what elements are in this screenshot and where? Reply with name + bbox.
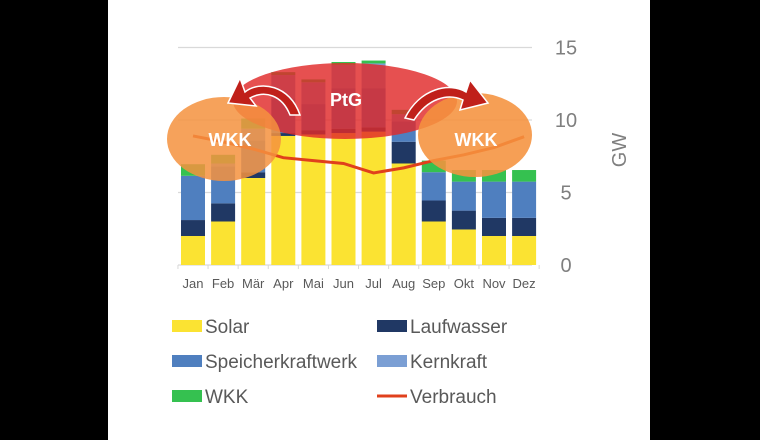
bar-speicherkraftwerk-Dez (512, 181, 537, 218)
wkk-ellipse-left (167, 97, 281, 181)
bar-speicherkraftwerk-Okt (451, 181, 476, 211)
x-tick-label: Feb (212, 276, 234, 291)
y-tick-label: 10 (555, 110, 577, 132)
y-tick-label: 0 (560, 255, 571, 277)
x-tick-label: Mär (242, 276, 265, 291)
bar-solar-Jun (331, 133, 356, 265)
x-tick-label: Jan (183, 276, 204, 291)
legend-label: Laufwasser (410, 317, 508, 338)
bar-speicherkraftwerk-Sep (421, 172, 446, 201)
bar-solar-Nov (482, 236, 506, 265)
x-tick-label: Apr (273, 276, 294, 291)
bar-laufwasser-Sep (421, 200, 446, 222)
legend-label: Solar (205, 317, 250, 338)
legend-label: Verbrauch (410, 387, 497, 408)
annotation-label: PtG (330, 90, 362, 110)
bar-speicherkraftwerk-Nov (482, 181, 506, 218)
legend-swatch (172, 320, 202, 332)
x-tick-label: Okt (454, 276, 475, 291)
bar-wkk-Dez (512, 170, 537, 182)
legend-label: Kernkraft (410, 352, 488, 373)
bar-laufwasser-Dez (512, 217, 537, 236)
y-tick-label: 5 (560, 183, 571, 205)
bar-speicherkraftwerk-Jan (181, 175, 205, 221)
annotation-label: WKK (209, 130, 252, 150)
legend-label: WKK (205, 387, 249, 408)
bar-solar-Mai (301, 134, 326, 265)
bar-solar-Sep (421, 221, 446, 265)
bar-laufwasser-Mär (241, 172, 266, 178)
legend-label: Speicherkraftwerk (205, 352, 358, 373)
bar-wkk-Nov (482, 170, 506, 182)
bar-wkk-Sep (421, 160, 446, 173)
legend-swatch (172, 390, 202, 402)
bar-solar-Mär (241, 178, 266, 265)
bar-solar-Aug (391, 163, 416, 265)
arrow-right-icon (403, 78, 490, 121)
arrow-left-icon (226, 76, 302, 116)
x-tick-label: Sep (422, 276, 445, 291)
x-tick-label: Mai (303, 276, 324, 291)
bar-solar-Feb (211, 221, 236, 265)
bar-laufwasser-Feb (211, 203, 236, 222)
bar-laufwasser-Aug (391, 141, 416, 164)
wkk-ellipse-right (418, 93, 532, 177)
bar-solar-Jan (181, 236, 205, 265)
bar-laufwasser-Apr (271, 133, 296, 136)
bar-solar-Okt (451, 229, 476, 265)
y-tick-label: 15 (555, 38, 577, 60)
annotation-label: WKK (455, 130, 498, 150)
x-tick-label: Nov (482, 276, 506, 291)
x-tick-label: Jun (333, 276, 354, 291)
ptg-ellipse (233, 63, 457, 139)
bar-solar-Dez (512, 236, 537, 265)
bar-laufwasser-Nov (482, 217, 506, 236)
x-tick-label: Jul (365, 276, 382, 291)
bar-laufwasser-Jan (181, 220, 205, 236)
bar-solar-Jul (361, 131, 386, 265)
legend-swatch (377, 355, 407, 367)
y-axis-label: GW (609, 133, 631, 168)
bar-laufwasser-Okt (451, 210, 476, 230)
legend-swatch (377, 320, 407, 332)
x-tick-label: Aug (392, 276, 415, 291)
x-tick-label: Dez (513, 276, 536, 291)
bar-wkk-Jul (361, 60, 386, 64)
legend-swatch (172, 355, 202, 367)
